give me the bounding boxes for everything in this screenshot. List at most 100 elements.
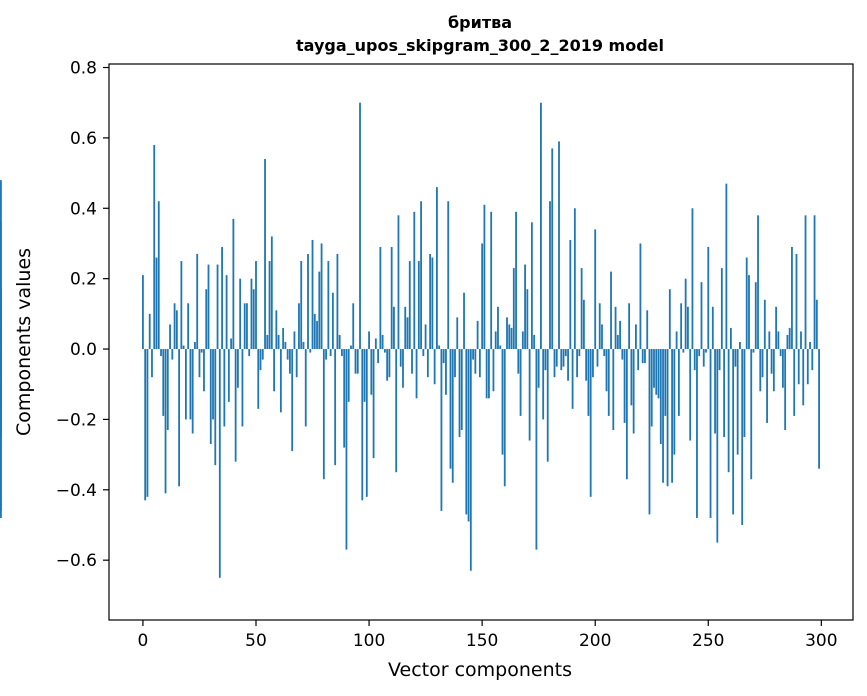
bar-55 <box>266 334 269 350</box>
bar-299 <box>818 349 820 469</box>
bar-171 <box>528 349 531 441</box>
bar-53 <box>261 349 264 360</box>
x-tick-label: 0 <box>138 631 149 651</box>
bar-181 <box>551 148 554 350</box>
bar-221 <box>641 349 644 364</box>
bar-267 <box>745 257 748 350</box>
bar-226 <box>653 349 655 388</box>
bar-294 <box>806 349 809 385</box>
bar-25 <box>198 349 201 378</box>
bar-57 <box>270 236 273 350</box>
bar-0 <box>142 275 144 350</box>
bar-14 <box>173 303 176 350</box>
bar-250 <box>707 246 710 350</box>
bar-90 <box>345 349 348 550</box>
x-tick-label: 250 <box>692 631 724 651</box>
bar-258 <box>725 183 728 350</box>
bar-256 <box>720 268 723 350</box>
bar-26 <box>200 349 203 353</box>
bar-254 <box>716 349 719 543</box>
bar-220 <box>639 243 642 350</box>
bar-130 <box>436 187 438 350</box>
bar-137 <box>451 349 454 483</box>
bar-6 <box>155 257 158 350</box>
bar-178 <box>544 349 547 371</box>
bar-15 <box>175 310 178 350</box>
bar-251 <box>709 349 712 518</box>
bar-291 <box>800 331 802 350</box>
bar-87 <box>338 334 341 350</box>
bar-128 <box>431 257 434 350</box>
bar-43 <box>239 278 242 350</box>
bar-107 <box>383 349 386 353</box>
bar-37 <box>225 275 228 350</box>
bar-293 <box>804 215 807 350</box>
bar-148 <box>476 320 479 350</box>
bar-191 <box>573 208 576 350</box>
bar-268 <box>748 275 750 350</box>
bar-169 <box>524 264 526 350</box>
bar-165 <box>515 211 517 350</box>
x-tick-label: 100 <box>353 631 385 651</box>
bar-217 <box>632 349 635 434</box>
bar-283 <box>781 349 784 388</box>
bar-140 <box>458 349 461 438</box>
bar-195 <box>582 299 585 350</box>
bar-206 <box>607 349 610 416</box>
bar-30 <box>209 349 212 445</box>
bar-109 <box>388 349 391 378</box>
bar-8 <box>160 349 162 357</box>
bar-47 <box>248 349 251 357</box>
bar-122 <box>417 261 420 350</box>
bar-248 <box>702 349 705 367</box>
bar-20 <box>187 303 190 350</box>
bar-7 <box>157 201 160 350</box>
bar-110 <box>390 246 393 350</box>
bar-198 <box>589 349 592 497</box>
bar-31 <box>212 349 214 420</box>
bar-150 <box>481 243 484 350</box>
bar-261 <box>732 349 735 515</box>
bar-287 <box>791 246 793 350</box>
bar-146 <box>472 349 474 360</box>
bar-48 <box>250 278 253 350</box>
bar-172 <box>530 222 533 350</box>
bar-297 <box>813 215 816 350</box>
bar-11 <box>166 349 169 430</box>
bar-264 <box>739 342 741 350</box>
bar-127 <box>429 254 432 350</box>
bar-2 <box>146 349 149 497</box>
bar-281 <box>777 331 780 350</box>
bar-249 <box>705 349 707 353</box>
bar-216 <box>630 349 633 406</box>
bar-245 <box>696 349 698 518</box>
bar-undefined <box>0 222 2 350</box>
y-tick-label: −0.4 <box>56 481 97 501</box>
bar-22 <box>191 349 194 434</box>
x-tick-label: 150 <box>466 631 498 651</box>
bar-208 <box>612 349 615 430</box>
bar-197 <box>587 349 590 416</box>
bar-84 <box>331 292 334 350</box>
bar-157 <box>497 306 499 350</box>
bar-49 <box>252 289 255 350</box>
bar-40 <box>232 218 235 350</box>
bar-16 <box>178 349 181 487</box>
bar-44 <box>241 349 244 427</box>
bar-272 <box>757 215 759 350</box>
bar-18 <box>182 345 185 350</box>
bar-58 <box>273 349 275 392</box>
bar-144 <box>467 349 470 522</box>
bar-85 <box>334 349 337 466</box>
bar-88 <box>341 349 343 357</box>
bar-284 <box>784 349 787 430</box>
bar-209 <box>614 306 617 350</box>
bar-74 <box>309 349 312 353</box>
bar-95 <box>356 349 359 374</box>
bar-263 <box>736 349 739 455</box>
bar-278 <box>770 349 773 374</box>
bar-113 <box>397 215 400 350</box>
bar-112 <box>395 349 398 473</box>
bar-38 <box>227 349 230 402</box>
bar-145 <box>469 349 472 571</box>
